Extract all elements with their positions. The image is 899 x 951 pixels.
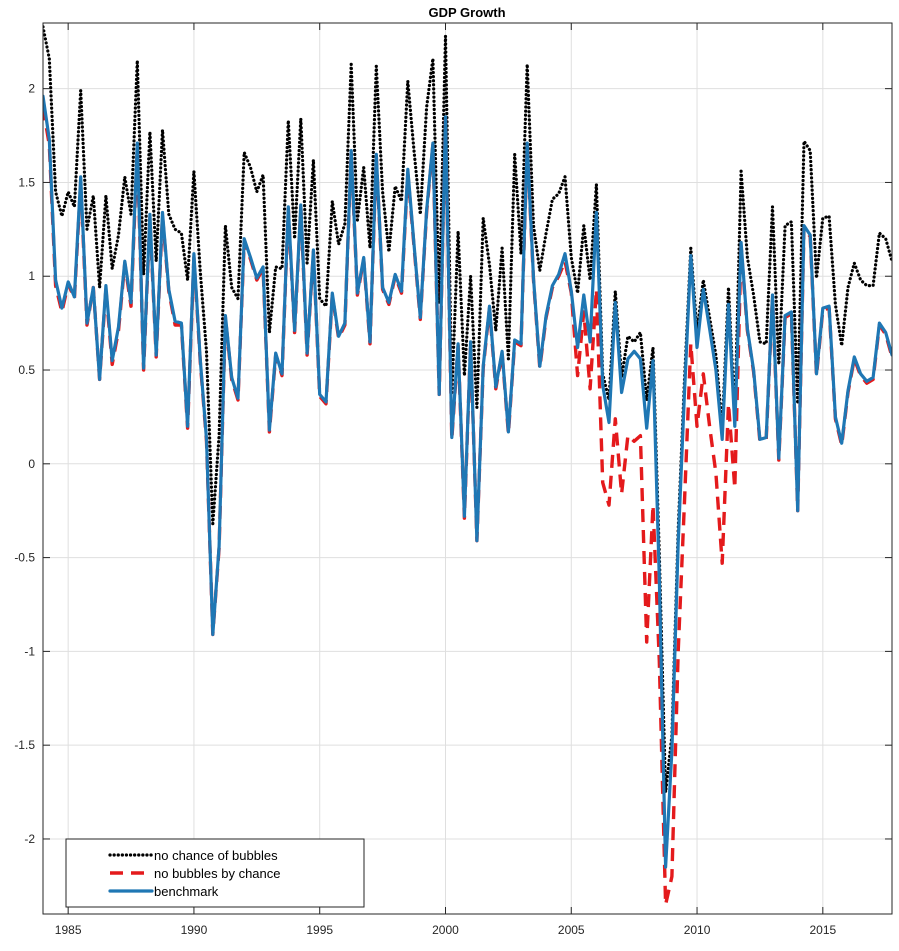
x-tick-label: 2015: [809, 923, 836, 937]
x-tick-label: 2000: [432, 923, 459, 937]
y-tick-label: 0.5: [18, 363, 35, 377]
y-tick-label: -1.5: [14, 738, 35, 752]
legend-label-no-bubbles-by-chance: no bubbles by chance: [154, 866, 280, 881]
x-tick-label: 2005: [558, 923, 585, 937]
y-tick-label: -1: [24, 644, 35, 658]
y-tick-label: 1: [28, 269, 35, 283]
y-tick-label: 2: [28, 82, 35, 96]
axis-ticks: 1985 1990 1995 2000 2005 2010 2015 -2 -1.5 -1 -0.5…: [14, 23, 892, 937]
y-tick-label: -0.5: [14, 551, 35, 565]
x-tick-label: 1995: [306, 923, 333, 937]
x-tick-label: 2010: [684, 923, 711, 937]
series-line-benchmark: [43, 94, 892, 869]
legend-label-benchmark: benchmark: [154, 884, 219, 899]
y-tick-label: 0: [28, 457, 35, 471]
y-tick-label: -2: [24, 832, 35, 846]
series-lines: [43, 25, 892, 907]
x-tick-label: 1990: [181, 923, 208, 937]
series-line-no-chance-of-bubbles: [43, 25, 892, 794]
legend: no chance of bubbles no bubbles by chance…: [65, 838, 365, 908]
y-tick-label: 1.5: [18, 175, 35, 189]
legend-label-no-chance-of-bubbles: no chance of bubbles: [154, 848, 278, 863]
chart-title: GDP Growth: [428, 5, 505, 20]
x-tick-label: 1985: [55, 923, 82, 937]
plot-frame: [42, 22, 893, 915]
